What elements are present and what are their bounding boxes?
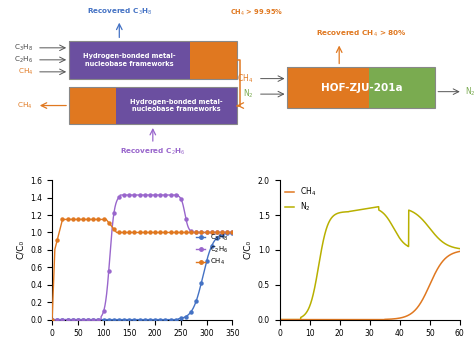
FancyBboxPatch shape [190, 41, 237, 79]
FancyBboxPatch shape [287, 67, 369, 108]
Text: C$_3$H$_8$: C$_3$H$_8$ [14, 43, 33, 53]
Legend: CH$_4$, N$_2$: CH$_4$, N$_2$ [283, 184, 318, 214]
Text: Recovered C$_2$H$_6$: Recovered C$_2$H$_6$ [120, 147, 185, 157]
FancyBboxPatch shape [69, 41, 190, 79]
Text: CH$_4$: CH$_4$ [17, 100, 32, 110]
FancyBboxPatch shape [369, 67, 435, 108]
Text: CH$_4$: CH$_4$ [237, 72, 253, 85]
FancyBboxPatch shape [116, 87, 237, 124]
Text: HOF-ZJU-201a: HOF-ZJU-201a [320, 83, 402, 92]
Text: Recovered C$_3$H$_8$: Recovered C$_3$H$_8$ [87, 6, 152, 17]
Text: Recovered CH$_4$ > 80%: Recovered CH$_4$ > 80% [316, 29, 407, 39]
FancyBboxPatch shape [69, 87, 116, 124]
Text: N$_2$: N$_2$ [465, 85, 474, 98]
Y-axis label: C/C₀: C/C₀ [16, 240, 25, 259]
Y-axis label: C/C₀: C/C₀ [243, 240, 252, 259]
Legend: C$_3$H$_8$, C$_2$H$_6$, CH$_4$: C$_3$H$_8$, C$_2$H$_6$, CH$_4$ [196, 233, 229, 267]
Text: Hydrogen-bonded metal-
nucleobase frameworks: Hydrogen-bonded metal- nucleobase framew… [130, 99, 223, 112]
Text: N$_2$: N$_2$ [243, 88, 253, 100]
Text: Hydrogen-bonded metal-
nucleobase frameworks: Hydrogen-bonded metal- nucleobase framew… [83, 53, 176, 67]
Text: C$_2$H$_6$: C$_2$H$_6$ [14, 55, 33, 65]
Text: CH$_4$ > 99.95%: CH$_4$ > 99.95% [230, 8, 283, 18]
Text: CH$_4$: CH$_4$ [18, 67, 33, 77]
